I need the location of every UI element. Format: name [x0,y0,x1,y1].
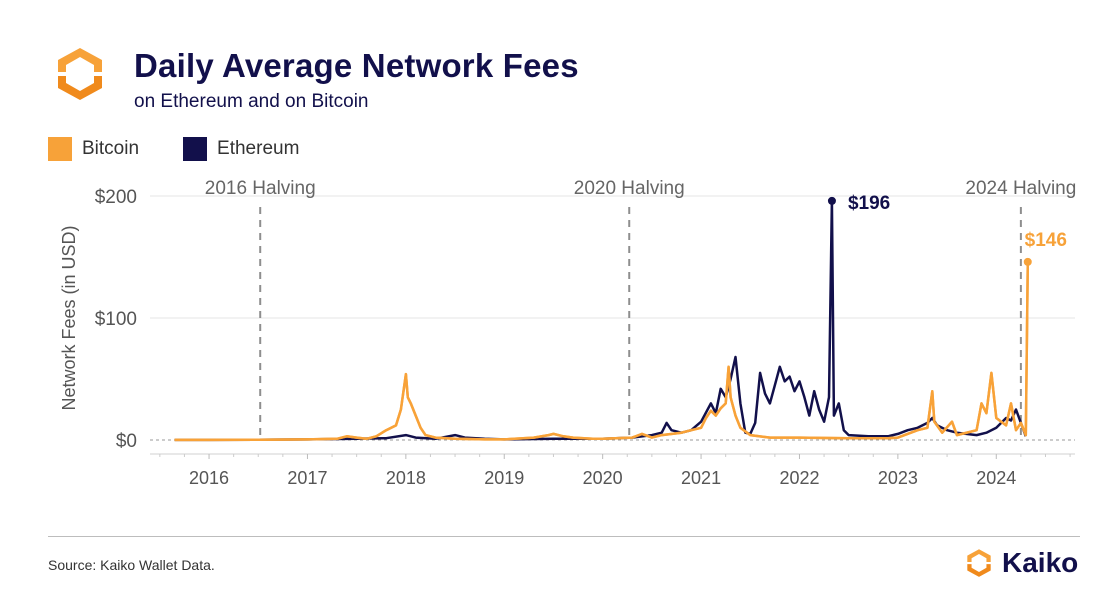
x-tick-label: 2023 [878,468,918,488]
peak-label-bitcoin: $146 [1025,230,1067,251]
x-tick-label: 2016 [189,468,229,488]
brand-name: Kaiko [1002,547,1079,578]
series-line-bitcoin [174,261,1030,442]
halving-label: 2020 Halving [574,178,685,199]
y-tick-label: $200 [95,187,137,208]
y-axis-title: Network Fees (in USD) [59,225,79,410]
kaiko-logo-icon [58,48,102,100]
legend-label-ethereum: Ethereum [217,138,300,159]
peak-label-ethereum: $196 [848,193,890,214]
halving-label: 2024 Halving [965,178,1076,199]
legend-item-ethereum: Ethereum [183,137,299,161]
x-tick-label: 2019 [484,468,524,488]
legend-swatch-bitcoin [48,137,72,161]
series-line-ethereum [174,199,1027,442]
chart-title: Daily Average Network Fees [134,47,579,84]
x-tick-label: 2020 [583,468,623,488]
legend-label-bitcoin: Bitcoin [82,138,140,159]
x-tick-label: 2022 [779,468,819,488]
chart-legend: Bitcoin Ethereum [48,137,299,161]
y-tick-label: $100 [95,309,137,330]
halving-label: 2016 Halving [205,178,316,199]
legend-swatch-ethereum [183,137,208,161]
x-tick-label: 2024 [976,468,1016,488]
peak-marker-bitcoin [1023,257,1032,266]
chart-subtitle: on Ethereum and on Bitcoin [134,91,369,112]
series-line-bitcoin-overlay [174,261,1030,442]
kaiko-brand: Kaiko [962,546,1078,580]
x-tick-label: 2018 [386,468,426,488]
source-note: Source: Kaiko Wallet Data. [48,557,215,573]
x-tick-label: 2017 [287,468,327,488]
legend-item-bitcoin: Bitcoin [48,137,139,161]
x-tick-label: 2021 [681,468,721,488]
footer-divider [48,536,1080,537]
y-tick-label: $0 [116,431,137,452]
peak-marker-ethereum [827,196,836,205]
kaiko-brand-icon [967,549,991,577]
